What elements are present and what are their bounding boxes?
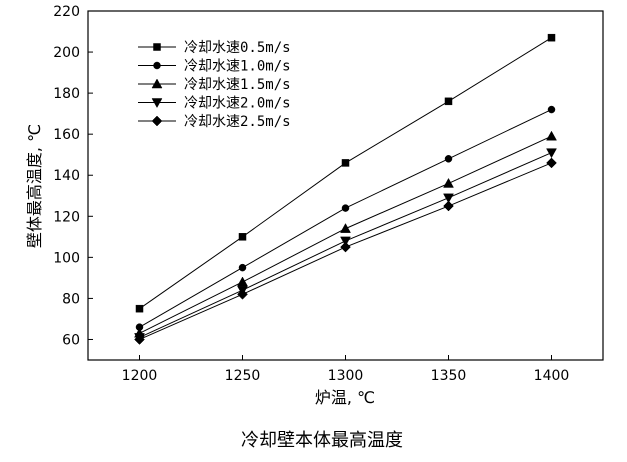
data-point: [237, 288, 248, 300]
series-layer: [134, 33, 557, 345]
legend-label: 冷却水速2.5m/s: [184, 114, 291, 130]
x-tick-label: 1400: [534, 368, 570, 384]
series-5: [134, 157, 557, 345]
legend-item: 冷却水速1.0m/s: [138, 59, 291, 75]
x-tick-label: 1250: [225, 368, 261, 384]
chart-title: 冷却壁本体最高温度: [241, 430, 403, 451]
legend-label: 冷却水速1.5m/s: [184, 77, 291, 93]
data-point: [547, 105, 556, 114]
x-axis-label: 炉温, ℃: [315, 388, 375, 407]
data-point: [443, 193, 454, 204]
data-point: [341, 204, 350, 212]
y-tick-label: 80: [62, 291, 80, 307]
data-point: [443, 200, 454, 212]
y-tick-label: 160: [53, 127, 80, 143]
y-axis-label: 壁体最高温度, ℃: [25, 124, 44, 248]
y-tick-label: 220: [53, 4, 80, 20]
y-tick-label: 60: [62, 332, 80, 348]
legend-marker: [151, 115, 163, 127]
data-point: [444, 97, 453, 106]
x-tick-label: 1300: [328, 368, 364, 384]
data-point: [341, 159, 350, 167]
legend-marker: [153, 43, 161, 51]
data-point: [238, 233, 247, 241]
data-point: [443, 177, 454, 188]
series-1: [135, 33, 556, 313]
legend-marker: [151, 98, 163, 109]
plot-frame: [87, 10, 604, 361]
data-point: [238, 263, 247, 272]
data-point: [546, 148, 557, 159]
data-point: [340, 223, 351, 233]
data-point: [444, 155, 453, 163]
series-4: [134, 148, 557, 343]
legend-label: 冷却水速2.0m/s: [184, 96, 291, 112]
x-tick-label: 1200: [122, 368, 158, 384]
data-point: [547, 33, 556, 42]
data-point: [546, 130, 557, 141]
y-tick-label: 180: [53, 86, 80, 102]
legend-marker: [153, 61, 161, 70]
series-2: [135, 105, 556, 331]
legend-item: 冷却水速1.5m/s: [138, 77, 291, 93]
legend-item: 冷却水速2.5m/s: [138, 114, 291, 130]
data-point: [340, 236, 351, 247]
y-tick-label: 200: [53, 45, 80, 61]
legend-label: 冷却水速0.5m/s: [184, 40, 291, 56]
y-tick-label: 120: [53, 209, 80, 225]
data-point: [134, 334, 145, 345]
legend-item: 冷却水速0.5m/s: [138, 40, 291, 56]
y-tick-label: 140: [53, 168, 80, 184]
data-point: [237, 276, 248, 287]
legend-marker: [151, 78, 163, 89]
legend-item: 冷却水速2.0m/s: [138, 96, 291, 112]
data-point: [546, 157, 557, 169]
axis-ticks: 1200 1250 1300 1350 1400 60 80 100 120 140 160 180 2…: [53, 4, 569, 384]
series-line: [139, 109, 552, 328]
legend: 冷却水速0.5m/s 冷却水速1.0m/s 冷却水速1.5m/s 冷却水速2.0m/s…: [138, 40, 291, 130]
data-point: [135, 304, 144, 313]
legend-label: 冷却水速1.0m/s: [184, 59, 291, 75]
data-point: [340, 241, 351, 253]
x-tick-label: 1350: [431, 368, 467, 384]
y-tick-label: 100: [53, 250, 80, 266]
